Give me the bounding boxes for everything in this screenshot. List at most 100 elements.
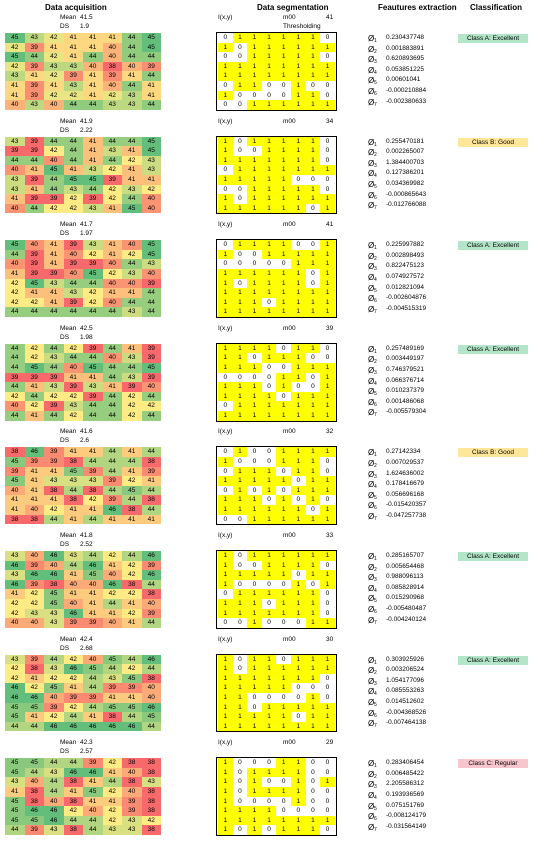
pixel-cell: 41	[122, 514, 142, 525]
feature-value: -0.008124179	[386, 812, 427, 820]
pixel-cell: 41	[63, 447, 83, 457]
pixel-cell: 42	[141, 401, 161, 411]
mask-cell: 1	[291, 599, 306, 609]
feature-value: 0.006485422	[386, 769, 424, 777]
pixel-cell: 43	[44, 767, 64, 778]
mask-frame	[216, 446, 337, 526]
pixel-cell: 44	[141, 618, 161, 628]
mask-cell: 0	[261, 259, 277, 269]
mask-cell: 1	[218, 758, 233, 768]
pixel-cell: 46	[102, 579, 122, 590]
pixel-cell: 41	[63, 42, 83, 53]
moment-value: 34	[326, 117, 334, 125]
pixel-cell: 41	[5, 90, 25, 101]
pixel-cell: 44	[44, 514, 64, 525]
pixel-cell: 42	[44, 505, 64, 515]
mask-cell: 1	[261, 806, 277, 816]
mask-cell: 0	[276, 796, 291, 807]
pixel-cell: 44	[122, 52, 142, 62]
mask-cell: 1	[320, 372, 335, 383]
mask-cell: 1	[261, 673, 277, 684]
feature-value: -0.015420357	[386, 501, 427, 509]
pixel-cell: 40	[141, 693, 161, 703]
pixel-cell: 39	[44, 702, 64, 713]
pixel-cell: 42	[44, 712, 64, 722]
mask-cell: 1	[247, 343, 262, 354]
feature-value: 0.012821094	[386, 283, 424, 291]
mask-cell: 0	[218, 81, 233, 91]
feature-index: 7	[374, 101, 377, 108]
pixel-cell: 42	[122, 589, 142, 599]
mask-cell: 1	[232, 307, 248, 317]
pixel-cell: 43	[122, 825, 142, 835]
mask-cell: 1	[232, 353, 248, 363]
mask-cell: 1	[305, 599, 321, 609]
pixel-cell: 45	[141, 146, 161, 156]
mask-cell: 1	[320, 476, 335, 486]
pixel-cell: 40	[5, 618, 25, 628]
pixel-cell: 46	[44, 806, 64, 816]
mask-cell: 1	[218, 297, 233, 308]
ds-value: 2.68	[80, 644, 93, 652]
mask-cell: 0	[261, 777, 277, 787]
pixel-cell: 43	[141, 165, 161, 175]
mask-cell: 1	[291, 560, 306, 571]
mask-cell: 0	[218, 372, 233, 383]
feature-value: 2.205586312	[386, 780, 424, 788]
mask-cell: 0	[305, 787, 321, 797]
pixel-cell: 44	[122, 297, 142, 308]
feature-index: 6	[374, 609, 377, 615]
pixel-cell: 42	[5, 278, 25, 289]
mask-cell: 0	[232, 249, 248, 260]
mask-cell: 1	[320, 249, 335, 260]
mask-cell: 1	[232, 495, 248, 505]
feature-symbol: Ø	[368, 87, 375, 96]
pixel-cell: 40	[44, 560, 64, 571]
mask-cell: 1	[305, 721, 321, 732]
mask-cell: 1	[305, 61, 321, 72]
mask-cell: 1	[305, 570, 321, 580]
pixel-cell: 45	[5, 457, 25, 467]
image-label: I(x,y)	[218, 635, 233, 643]
pixel-cell: 42	[122, 401, 142, 411]
pixel-cell: 46	[83, 560, 103, 571]
mask-cell: 1	[305, 343, 321, 354]
mask-cell: 1	[320, 391, 335, 402]
mask-cell: 1	[247, 363, 262, 373]
pixel-cell: 38	[141, 767, 161, 778]
feature-symbol: Ø	[368, 719, 375, 729]
pixel-cell: 38	[24, 796, 44, 807]
pixel-cell: 44	[63, 815, 83, 826]
mask-cell: 1	[320, 42, 335, 53]
feature-symbol: Ø	[368, 605, 375, 614]
mask-cell: 1	[320, 664, 335, 674]
pixel-cell: 41	[5, 589, 25, 599]
pixel-cell: 42	[122, 476, 142, 486]
feature-value: 0.014512602	[386, 698, 424, 705]
feature-index: 7	[374, 516, 377, 522]
mask-cell: 1	[247, 100, 262, 110]
pixel-cell: 46	[141, 570, 161, 580]
mask-cell: 0	[218, 240, 233, 250]
mask-cell: 0	[305, 203, 321, 214]
mean-label: Mean	[60, 14, 77, 21]
pixel-cell: 44	[102, 599, 122, 609]
feature-symbol: Ø	[368, 708, 375, 718]
feature-index: 2	[374, 670, 377, 677]
pixel-cell: 44	[83, 307, 103, 317]
mask-cell: 1	[276, 372, 291, 383]
feature-value: 0.075151769	[386, 801, 424, 809]
pixel-cell: 44	[63, 712, 83, 722]
feature-value: 1.384400703	[386, 158, 424, 166]
mask-cell: 1	[305, 136, 321, 147]
mask-frame	[216, 757, 337, 836]
feature-symbol: Ø	[368, 583, 375, 593]
pixel-cell: 45	[44, 599, 64, 609]
pixel-cell: 45	[83, 787, 103, 797]
pixel-cell: 39	[122, 796, 142, 807]
feature-symbol: Ø	[368, 594, 375, 604]
mask-cell: 0	[320, 52, 335, 62]
pixel-cell: 41	[83, 608, 103, 619]
pixel-cell: 43	[24, 100, 44, 110]
feature-value: -0.000210884	[386, 87, 427, 94]
